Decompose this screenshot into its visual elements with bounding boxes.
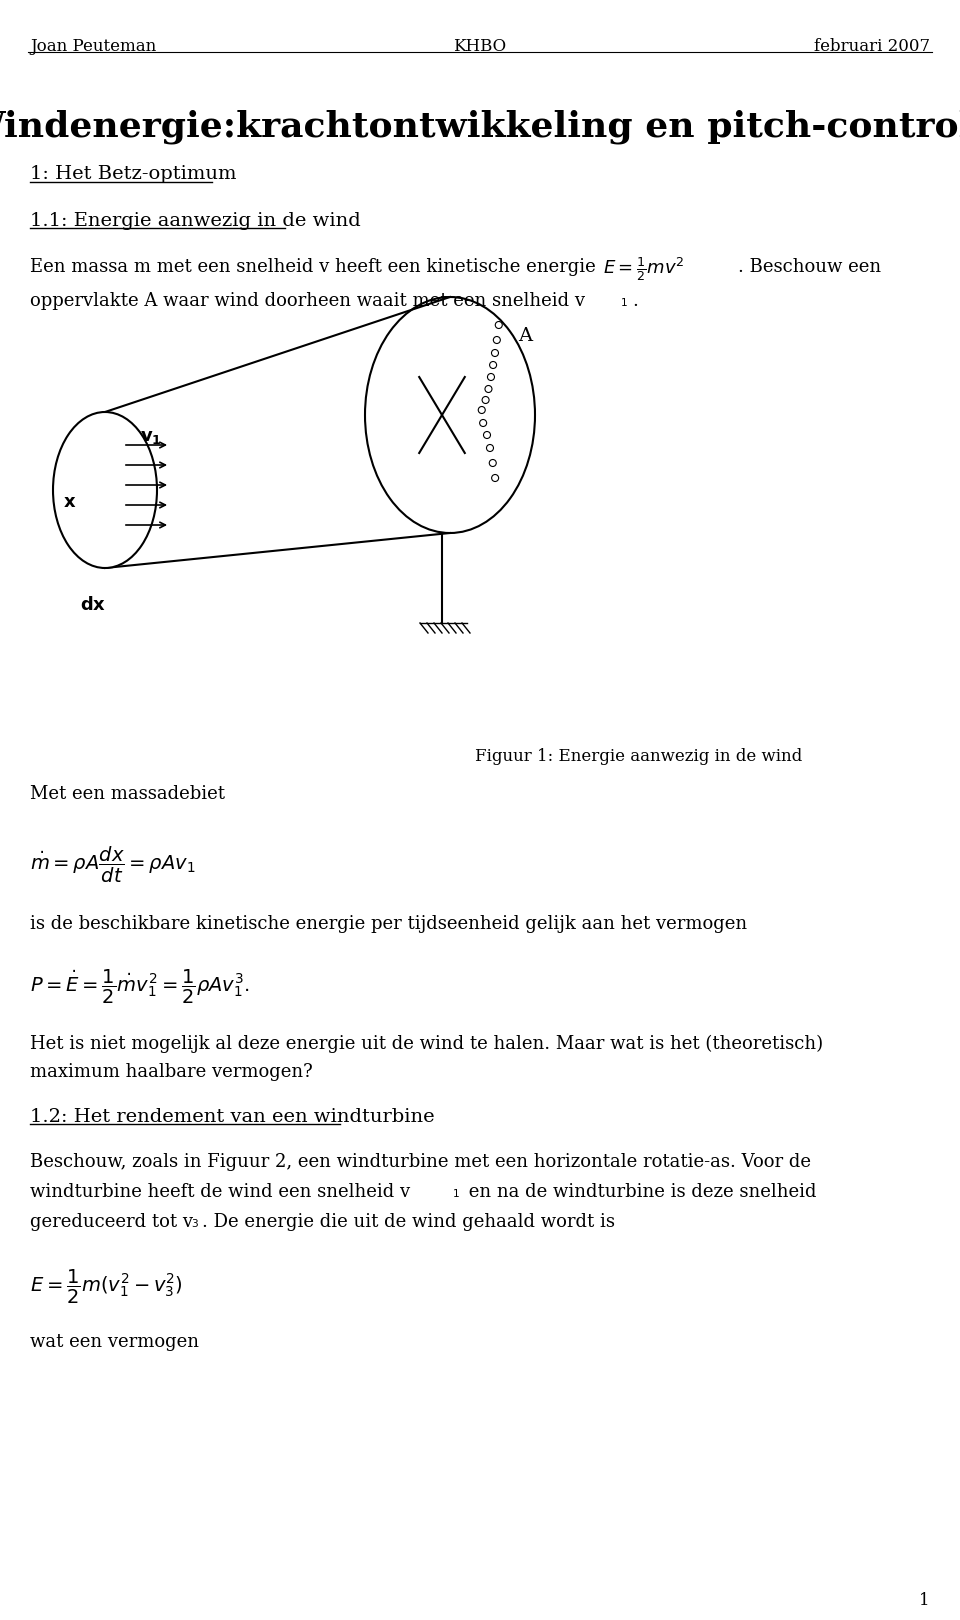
Text: en na de windturbine is deze snelheid: en na de windturbine is deze snelheid: [463, 1183, 817, 1200]
Text: is de beschikbare kinetische energie per tijdseenheid gelijk aan het vermogen: is de beschikbare kinetische energie per…: [30, 915, 747, 933]
Text: A: A: [518, 327, 532, 345]
Text: windturbine heeft de wind een snelheid v: windturbine heeft de wind een snelheid v: [30, 1183, 410, 1200]
Text: Joan Peuteman: Joan Peuteman: [30, 37, 156, 55]
Text: $_3$: $_3$: [191, 1217, 199, 1230]
Text: $\mathbf{x}$: $\mathbf{x}$: [63, 492, 77, 510]
Text: $_1$: $_1$: [620, 295, 628, 309]
Text: $E=\dfrac{1}{2}m(v_{1}^{2}-v_{3}^{2})$: $E=\dfrac{1}{2}m(v_{1}^{2}-v_{3}^{2})$: [30, 1268, 183, 1306]
Text: Figuur 1: Energie aanwezig in de wind: Figuur 1: Energie aanwezig in de wind: [475, 748, 803, 765]
Text: Windenergie:krachtontwikkeling en pitch-controle: Windenergie:krachtontwikkeling en pitch-…: [0, 110, 960, 144]
Text: $\dot{m}=\rho A\dfrac{dx}{dt}=\rho Av_{1}$: $\dot{m}=\rho A\dfrac{dx}{dt}=\rho Av_{1…: [30, 846, 196, 885]
Text: Een massa m met een snelheid v heeft een kinetische energie: Een massa m met een snelheid v heeft een…: [30, 258, 596, 275]
Text: $E=\frac{1}{2}mv^{2}$: $E=\frac{1}{2}mv^{2}$: [603, 254, 684, 284]
Text: KHBO: KHBO: [453, 37, 507, 55]
Text: Met een massadebiet: Met een massadebiet: [30, 786, 225, 804]
Text: 1.1: Energie aanwezig in de wind: 1.1: Energie aanwezig in de wind: [30, 212, 361, 230]
Text: $P=\dot{E}=\dfrac{1}{2}\dot{m}v_{1}^{2}=\dfrac{1}{2}\rho Av_{1}^{3}.$: $P=\dot{E}=\dfrac{1}{2}\dot{m}v_{1}^{2}=…: [30, 969, 250, 1006]
Text: 1.2: Het rendement van een windturbine: 1.2: Het rendement van een windturbine: [30, 1108, 435, 1126]
Text: $_1$: $_1$: [452, 1186, 460, 1200]
Text: februari 2007: februari 2007: [814, 37, 930, 55]
Text: gereduceerd tot v: gereduceerd tot v: [30, 1213, 193, 1231]
Text: .: .: [632, 292, 637, 309]
Text: Beschouw, zoals in Figuur 2, een windturbine met een horizontale rotatie-as. Voo: Beschouw, zoals in Figuur 2, een windtur…: [30, 1153, 811, 1171]
Text: $\mathbf{v_1}$: $\mathbf{v_1}$: [140, 428, 162, 446]
Text: wat een vermogen: wat een vermogen: [30, 1333, 199, 1351]
Text: $\mathbf{dx}$: $\mathbf{dx}$: [80, 596, 107, 614]
Text: . De energie die uit de wind gehaald wordt is: . De energie die uit de wind gehaald wor…: [202, 1213, 615, 1231]
Text: 1: 1: [920, 1592, 930, 1609]
Text: oppervlakte A waar wind doorheen waait met een snelheid v: oppervlakte A waar wind doorheen waait m…: [30, 292, 585, 309]
Text: . Beschouw een: . Beschouw een: [738, 258, 881, 275]
Text: Het is niet mogelijk al deze energie uit de wind te halen. Maar wat is het (theo: Het is niet mogelijk al deze energie uit…: [30, 1035, 823, 1053]
Ellipse shape: [53, 411, 157, 569]
Text: 1: Het Betz-optimum: 1: Het Betz-optimum: [30, 165, 236, 183]
Text: maximum haalbare vermogen?: maximum haalbare vermogen?: [30, 1063, 313, 1081]
